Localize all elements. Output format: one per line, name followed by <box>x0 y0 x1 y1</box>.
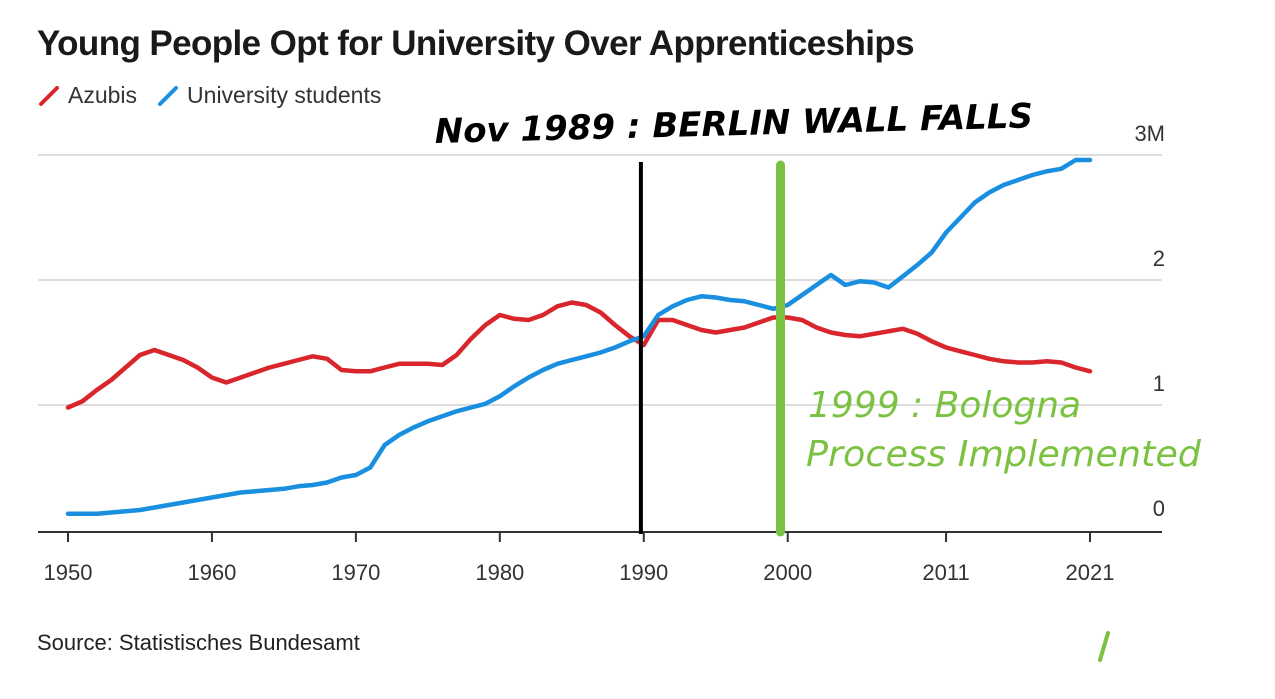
y-tick-label-2: 2 <box>1153 246 1165 271</box>
legend-swatch-university-students <box>158 85 179 106</box>
legend-label-azubis: Azubis <box>68 82 138 108</box>
y-axis-tick-labels: 0 1 2 3M <box>1134 121 1165 521</box>
x-tick-label-2000: 2000 <box>763 560 812 585</box>
legend-item-azubis: Azubis <box>38 82 137 109</box>
grid-lines <box>38 154 1162 406</box>
chart-legend: Azubis University students <box>38 82 401 109</box>
annotation-text-bologna-line-2: Process Implemented <box>806 434 1202 475</box>
annotation-text-bologna-line-1: 1999 : Bologna <box>808 385 1081 426</box>
x-tick-label-1970: 1970 <box>331 560 380 585</box>
x-tick-label-2021: 2021 <box>1066 560 1115 585</box>
legend-item-university-students: University students <box>157 82 381 109</box>
legend-swatch-azubis <box>39 85 59 106</box>
series-lines <box>65 157 1093 517</box>
stray-pen-mark <box>1098 631 1110 662</box>
series-line-azubis <box>65 300 1093 410</box>
y-tick-label-1: 1 <box>1153 371 1165 396</box>
x-tick-label-1980: 1980 <box>475 560 524 585</box>
legend-label-university-students: University students <box>187 82 382 108</box>
series-line-university-students <box>65 157 1093 517</box>
annotation-text-berlin-wall: Nov 1989 : BERLIN WALL FALLS <box>434 96 1033 152</box>
x-tick-label-1990: 1990 <box>619 560 668 585</box>
chart-title: Young People Opt for University Over App… <box>37 24 915 63</box>
x-tick-label-1960: 1960 <box>187 560 236 585</box>
y-tick-label-3m: 3M <box>1134 121 1165 146</box>
y-tick-label-0: 0 <box>1153 496 1165 521</box>
chart-source: Source: Statistisches Bundesamt <box>37 630 360 655</box>
x-tick-label-2011: 2011 <box>922 560 969 585</box>
x-tick-label-1950: 1950 <box>44 560 93 585</box>
x-axis-ticks: 1950 1960 1970 1980 1990 2000 2011 2021 <box>44 532 1115 585</box>
